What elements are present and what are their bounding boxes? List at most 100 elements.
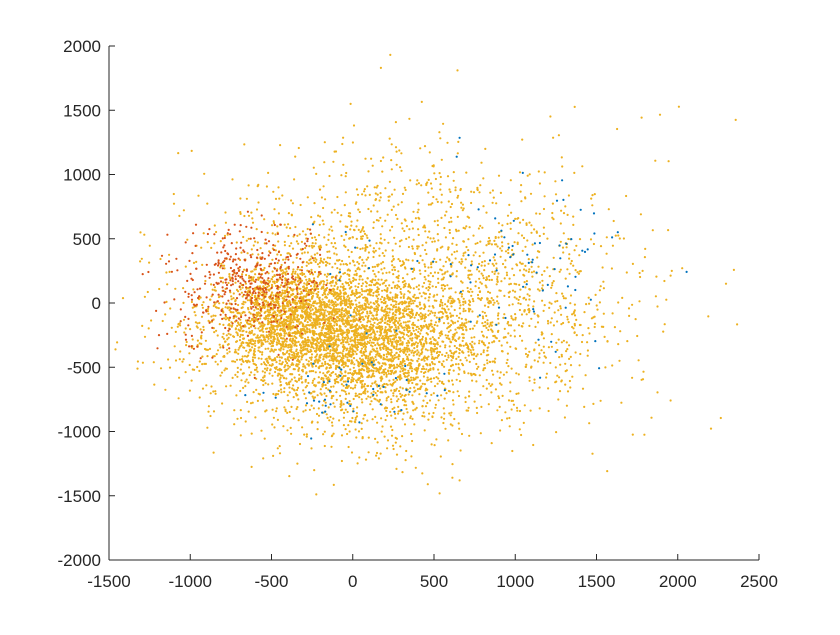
- scatter-point: [248, 311, 251, 314]
- scatter-point: [357, 286, 360, 289]
- scatter-point: [373, 335, 376, 338]
- scatter-point: [355, 359, 358, 362]
- scatter-point: [249, 342, 252, 345]
- scatter-point: [416, 344, 419, 347]
- scatter-point: [420, 352, 423, 355]
- scatter-point: [331, 266, 334, 269]
- scatter-point: [415, 341, 418, 344]
- scatter-point: [370, 364, 373, 367]
- scatter-point: [247, 381, 250, 384]
- scatter-point: [147, 327, 150, 330]
- scatter-point: [408, 284, 411, 287]
- scatter-point: [374, 344, 377, 347]
- scatter-point: [501, 245, 504, 248]
- scatter-point: [345, 321, 348, 324]
- scatter-point: [235, 315, 238, 318]
- scatter-point: [439, 300, 442, 303]
- scatter-point: [399, 392, 402, 395]
- scatter-point: [373, 265, 377, 268]
- scatter-point: [262, 334, 265, 337]
- scatter-point: [462, 336, 465, 339]
- scatter-point: [417, 319, 420, 322]
- scatter-point: [484, 321, 487, 324]
- scatter-point: [182, 287, 185, 290]
- scatter-point: [426, 401, 429, 405]
- scatter-point: [366, 310, 369, 313]
- scatter-point: [270, 291, 274, 294]
- scatter-point: [497, 174, 501, 177]
- scatter-point: [437, 311, 440, 314]
- scatter-point: [354, 278, 358, 281]
- scatter-point: [384, 390, 387, 393]
- scatter-point: [449, 340, 452, 343]
- scatter-point: [238, 346, 241, 349]
- scatter-point: [358, 268, 361, 271]
- scatter-point: [369, 244, 372, 247]
- scatter-point: [357, 332, 360, 335]
- scatter-point: [524, 245, 527, 248]
- scatter-point: [398, 259, 402, 263]
- scatter-point: [375, 219, 378, 222]
- scatter-point: [391, 407, 394, 411]
- scatter-point: [300, 292, 303, 295]
- scatter-point: [405, 333, 408, 336]
- scatter-point: [392, 359, 395, 362]
- scatter-point: [337, 344, 340, 347]
- scatter-point: [435, 376, 438, 379]
- scatter-point: [316, 337, 319, 340]
- scatter-point: [284, 258, 287, 261]
- scatter-point: [366, 321, 369, 324]
- scatter-point: [210, 315, 213, 318]
- scatter-point: [436, 249, 439, 252]
- scatter-point: [409, 316, 412, 320]
- scatter-point: [374, 308, 378, 311]
- scatter-point: [386, 320, 389, 323]
- scatter-point: [520, 184, 523, 187]
- scatter-point: [417, 228, 420, 231]
- scatter-point: [393, 390, 396, 393]
- scatter-point: [526, 355, 529, 358]
- scatter-point: [380, 337, 384, 340]
- scatter-point: [323, 290, 326, 293]
- scatter-point: [191, 338, 194, 341]
- scatter-point: [470, 294, 473, 297]
- scatter-point: [347, 343, 350, 346]
- scatter-point: [256, 370, 259, 373]
- scatter-point: [370, 317, 373, 320]
- scatter-point: [272, 350, 275, 353]
- scatter-point: [349, 300, 352, 303]
- scatter-point: [365, 245, 368, 249]
- scatter-point: [421, 345, 424, 348]
- scatter-point: [294, 299, 297, 302]
- scatter-point: [311, 381, 314, 384]
- scatter-point: [299, 330, 302, 333]
- scatter-point: [268, 281, 271, 284]
- scatter-point: [449, 323, 453, 327]
- scatter-point: [322, 308, 325, 312]
- scatter-point: [518, 334, 522, 338]
- scatter-point: [235, 241, 238, 244]
- scatter-point: [479, 432, 482, 435]
- scatter-point: [353, 318, 356, 321]
- scatter-point: [399, 331, 402, 334]
- scatter-point: [258, 393, 261, 396]
- scatter-point: [405, 313, 408, 316]
- scatter-point: [200, 246, 203, 249]
- scatter-point: [201, 303, 204, 307]
- scatter-point: [503, 277, 506, 280]
- scatter-point: [280, 294, 283, 298]
- scatter-point: [512, 318, 515, 321]
- scatter-point: [325, 302, 328, 306]
- scatter-point: [250, 432, 253, 435]
- scatter-point: [411, 278, 414, 281]
- scatter-point: [399, 365, 402, 368]
- scatter-point: [184, 265, 187, 268]
- scatter-point: [391, 300, 395, 303]
- scatter-point: [305, 301, 308, 304]
- scatter-point: [279, 314, 282, 317]
- scatter-point: [417, 313, 421, 316]
- scatter-point: [121, 297, 125, 300]
- scatter-point: [421, 285, 424, 288]
- scatter-point: [413, 347, 416, 350]
